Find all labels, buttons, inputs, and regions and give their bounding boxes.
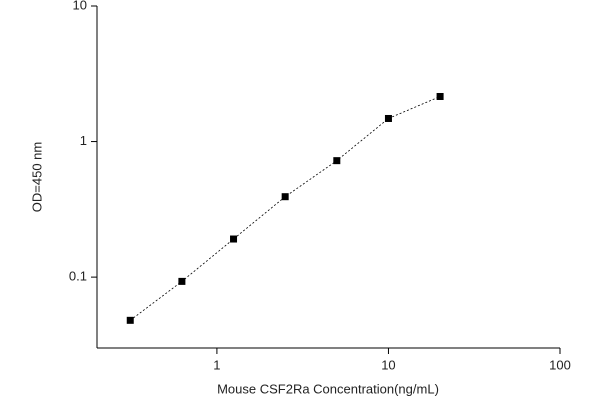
data-point xyxy=(126,316,134,324)
data-point xyxy=(230,235,238,243)
x-tick-label: 10 xyxy=(381,357,395,372)
y-tick-label: 0.1 xyxy=(69,269,87,284)
data-point xyxy=(436,92,444,100)
x-axis-label: Mouse CSF2Ra Concentration(ng/mL) xyxy=(217,381,439,396)
x-tick-label: 1 xyxy=(213,357,220,372)
data-line xyxy=(130,96,441,321)
y-tick-label: 10 xyxy=(73,0,87,12)
data-point xyxy=(178,277,186,285)
data-point xyxy=(384,114,392,122)
x-tick-label: 100 xyxy=(549,357,571,372)
data-point xyxy=(333,157,341,165)
data-point xyxy=(281,193,289,201)
y-tick-label: 1 xyxy=(80,133,87,148)
y-axis-label: OD=450 nm xyxy=(29,142,44,212)
